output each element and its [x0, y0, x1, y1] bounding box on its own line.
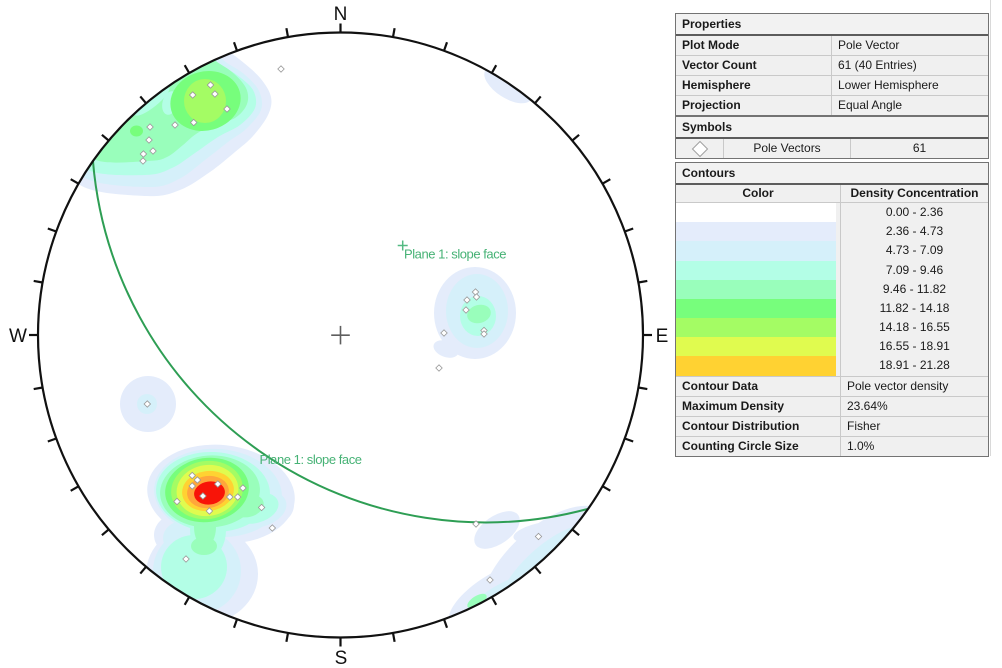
svg-text:Plane 1: slope face: Plane 1: slope face [260, 452, 362, 467]
svg-text:W: W [9, 326, 27, 347]
svg-text:E: E [656, 326, 669, 347]
svg-text:N: N [334, 4, 348, 25]
svg-text:S: S [335, 648, 348, 668]
svg-text:Plane 1: slope face: Plane 1: slope face [404, 247, 506, 262]
